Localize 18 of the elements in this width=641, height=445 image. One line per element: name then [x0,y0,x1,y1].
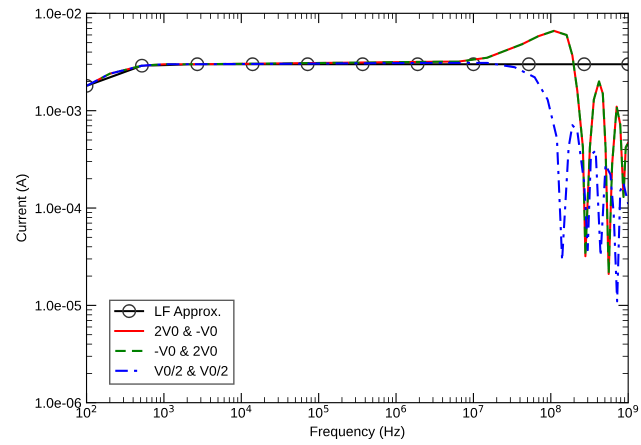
y-tick-label: 1.0e-04 [36,203,82,214]
y-tick-label: 1.0e-02 [36,8,81,19]
x-axis-title: Frequency (Hz) [310,426,404,440]
x-tick-label: 10$^{9}$ [618,405,638,418]
x-tick-label: 10$^{7}$ [463,405,484,418]
x-tick-label: 10$^{5}$ [308,405,328,418]
x-tick-label: 10$^{4}$ [231,405,252,418]
y-axis-title: Current (A) [16,174,30,242]
y-tick-label: 1.0e-03 [36,106,82,116]
legend-label: 2V0 & -V0 [154,326,217,336]
x-tick-label: 10$^{3}$ [154,405,174,418]
legend-label: -V0 & 2V0 [154,346,217,356]
x-tick-label: 10$^{8}$ [540,405,561,418]
x-tick-label: 10$^{6}$ [386,405,406,418]
legend-label: V0/2 & V0/2 [154,366,228,376]
y-tick-label: 1.0e-06 [36,398,82,408]
y-tick-label: 1.0e-05 [36,300,82,311]
legend-label: LF Approx. [155,306,220,319]
